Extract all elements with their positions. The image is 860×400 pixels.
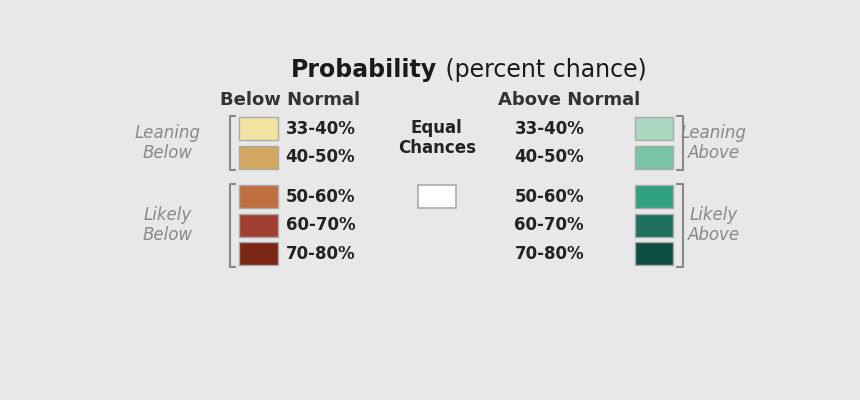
Bar [635, 185, 673, 208]
Text: 50-60%: 50-60% [286, 188, 355, 206]
Text: Likely
Above: Likely Above [687, 206, 740, 244]
Text: Leaning
Below: Leaning Below [135, 124, 201, 162]
Text: Leaning
Above: Leaning Above [680, 124, 746, 162]
Bar [239, 185, 278, 208]
Bar [417, 185, 457, 208]
Bar [239, 214, 278, 237]
Bar [635, 146, 673, 169]
Text: 40-50%: 40-50% [286, 148, 355, 166]
Text: 50-60%: 50-60% [514, 188, 584, 206]
Text: Probability: Probability [291, 58, 437, 82]
Text: 60-70%: 60-70% [286, 216, 355, 234]
Bar [635, 214, 673, 237]
Text: Below Normal: Below Normal [219, 91, 359, 109]
Bar [239, 117, 278, 140]
Text: 33-40%: 33-40% [514, 120, 584, 138]
Text: 40-50%: 40-50% [514, 148, 584, 166]
Text: 70-80%: 70-80% [514, 244, 584, 262]
Bar [239, 146, 278, 169]
Text: Likely
Below: Likely Below [143, 206, 193, 244]
Text: Above Normal: Above Normal [497, 91, 640, 109]
Text: 33-40%: 33-40% [286, 120, 356, 138]
Text: (percent chance): (percent chance) [439, 58, 648, 82]
Bar [635, 242, 673, 265]
Text: 60-70%: 60-70% [514, 216, 584, 234]
Text: Equal
Chances: Equal Chances [398, 119, 476, 158]
Bar [239, 242, 278, 265]
Bar [635, 117, 673, 140]
Text: 70-80%: 70-80% [286, 244, 355, 262]
